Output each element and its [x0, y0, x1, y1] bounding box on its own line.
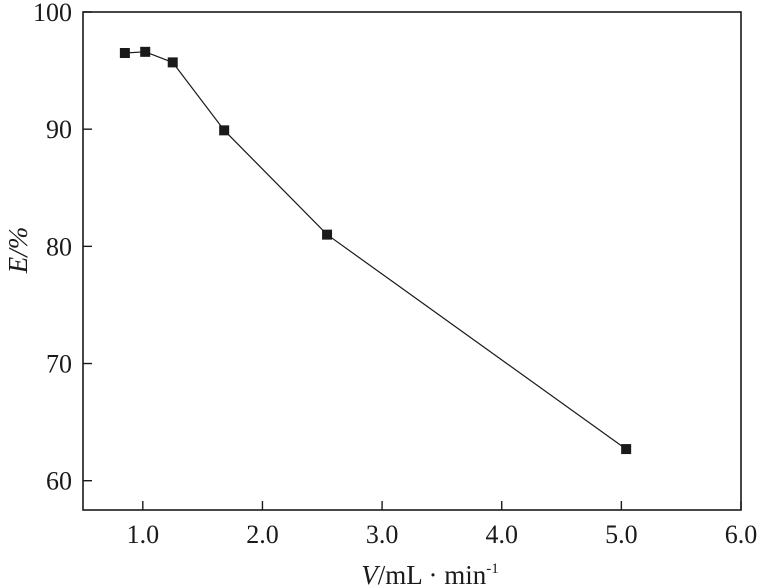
data-point-4 — [322, 229, 333, 240]
y-tick-label-1: 70 — [46, 350, 72, 379]
x-tick-label-0: 1.0 — [127, 520, 160, 549]
x-tick-label-5: 6.0 — [725, 520, 758, 549]
data-point-0 — [119, 48, 130, 59]
x-tick-label-3: 4.0 — [485, 520, 518, 549]
y-tick-label-3: 90 — [46, 115, 72, 144]
data-point-1 — [140, 46, 151, 57]
y-tick-label-4: 100 — [33, 0, 72, 27]
y-axis-title: E/% — [3, 227, 33, 275]
x-tick-label-2: 3.0 — [366, 520, 399, 549]
x-axis-title: V/mL · min-1 — [361, 560, 499, 588]
data-points — [119, 46, 632, 455]
x-tick-label-1: 2.0 — [246, 520, 279, 549]
data-point-3 — [219, 125, 230, 136]
ticks — [83, 11, 742, 510]
data-point-2 — [167, 57, 178, 68]
series-polyline — [124, 51, 627, 450]
plot-area-frame — [82, 11, 742, 511]
tick-labels: 1.0 2.0 3.0 4.0 5.0 6.0 60 70 80 90 100 — [33, 0, 757, 549]
data-point-5 — [621, 444, 632, 455]
x-axis-title-sup: -1 — [486, 561, 499, 577]
y-tick-label-0: 60 — [46, 467, 72, 496]
x-axis-title-var: V — [361, 560, 381, 588]
x-axis-title-unit: /mL · min — [378, 560, 487, 588]
y-tick-label-2: 80 — [46, 232, 72, 261]
series-line — [124, 51, 627, 450]
x-tick-label-4: 5.0 — [605, 520, 638, 549]
